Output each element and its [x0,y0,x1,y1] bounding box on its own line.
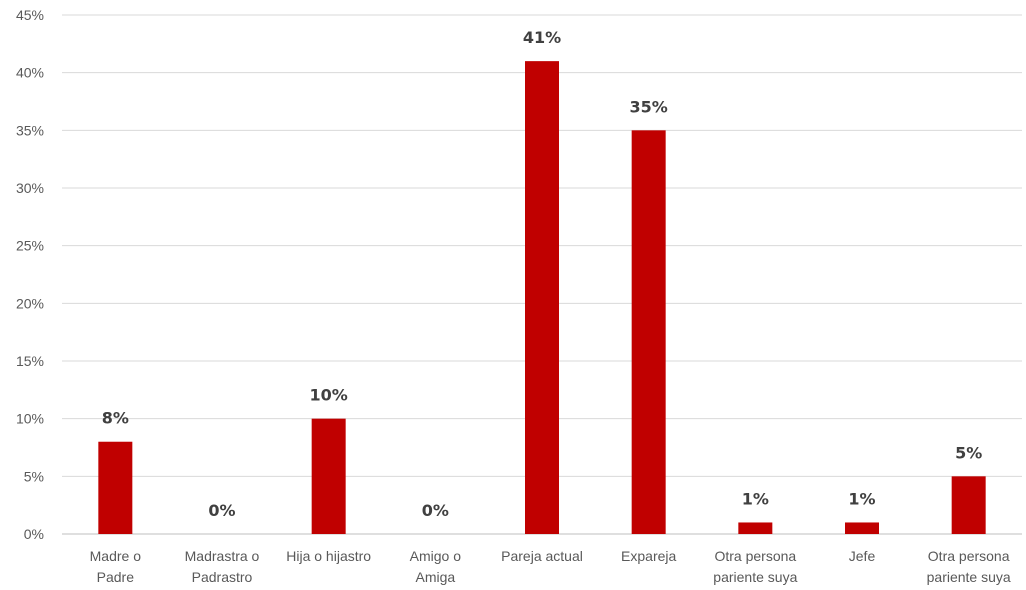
data-label: 0% [208,501,235,520]
data-label: 35% [630,97,668,116]
bar [845,522,879,534]
bar [98,441,133,534]
category-label: Hija o hijastro [286,548,371,564]
category-label: Madre o Padre [90,548,142,585]
data-label: 1% [742,489,769,508]
y-tick-label: 25% [16,238,44,254]
data-label: 5% [955,443,982,462]
bar [738,522,773,534]
y-tick-label: 35% [16,122,44,138]
category-label: Otra persona pariente suya [927,548,1011,585]
bar [311,418,346,534]
category-label: Pareja actual [501,548,583,564]
category-label: Jefe [849,548,876,564]
bars [98,61,986,535]
data-label: 0% [422,501,449,520]
y-tick-label: 0% [24,526,44,542]
data-label: 10% [310,386,348,405]
y-tick-label: 5% [24,468,44,484]
data-labels: 8% 0% 10% 0% 41% 35% 1% 1% 5% [102,28,983,520]
category-labels: Madre o Padre Madrastra o Padrastro Hija o h… [90,548,1011,585]
y-tick-label: 45% [16,7,44,23]
y-tick-label: 15% [16,353,44,369]
bar [631,130,666,535]
data-label: 8% [102,409,129,428]
y-axis-tick-labels: 0% 5% 10% 15% 20% 25% 30% 35% 40% 45% [16,7,44,542]
y-tick-label: 10% [16,411,44,427]
y-tick-label: 20% [16,295,44,311]
y-tick-label: 40% [16,65,44,81]
data-label: 41% [523,28,561,47]
bar [951,476,986,534]
data-label: 1% [848,489,875,508]
bar [525,61,559,535]
category-label: Otra persona pariente suya [713,548,797,585]
category-label: Amigo o Amiga [410,548,462,585]
category-label: Madrastra o Padrastro [185,548,260,585]
y-tick-label: 30% [16,180,44,196]
category-label: Expareja [621,548,676,564]
